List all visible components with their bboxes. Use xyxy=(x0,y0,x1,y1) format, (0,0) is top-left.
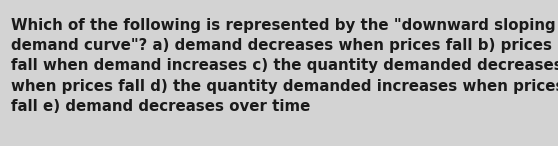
Text: Which of the following is represented by the "downward sloping
demand curve"? a): Which of the following is represented by… xyxy=(11,18,558,114)
